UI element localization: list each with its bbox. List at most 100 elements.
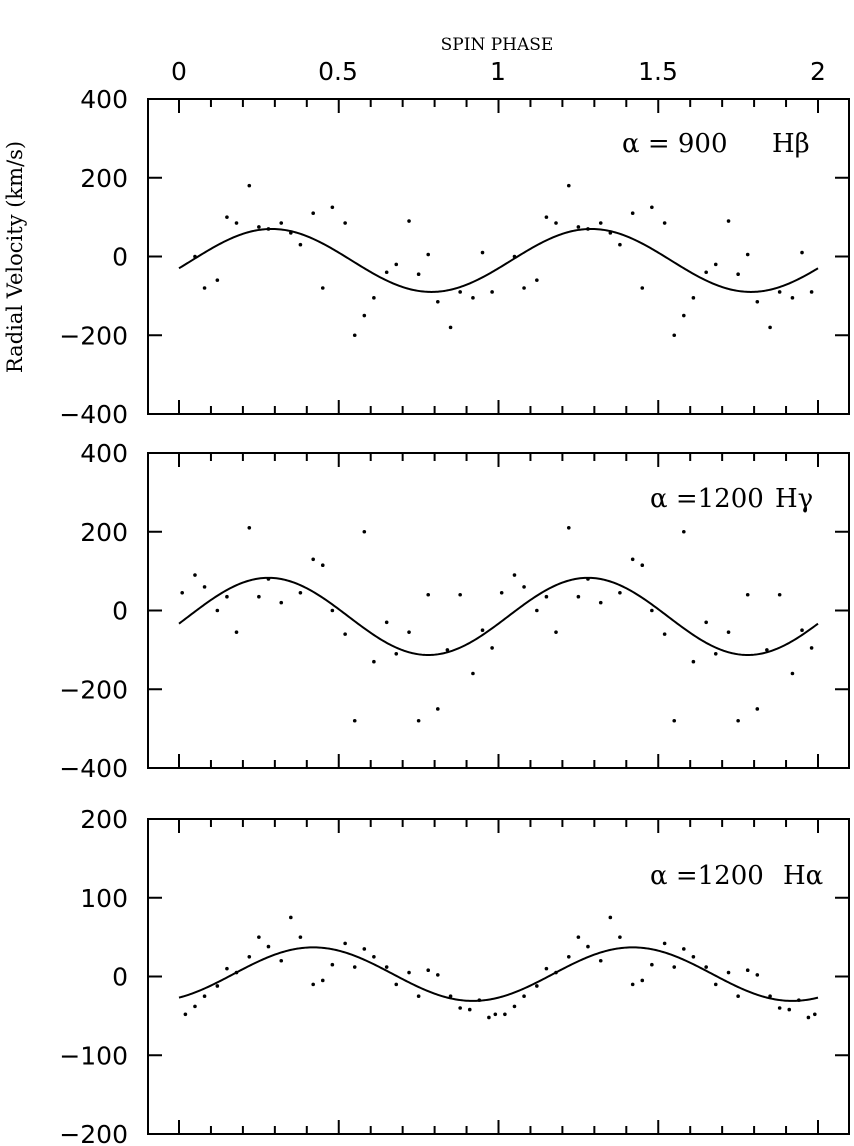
data-point	[650, 608, 654, 613]
line-annotation: Hβ	[772, 129, 810, 159]
data-points	[180, 526, 814, 723]
data-point	[672, 333, 677, 338]
data-point	[480, 250, 485, 255]
y-axis-label: Radial Velocity (km/s)	[3, 141, 27, 373]
data-point	[493, 1012, 498, 1017]
data-point	[535, 984, 539, 988]
data-point	[691, 659, 696, 664]
data-point	[311, 211, 315, 215]
data-point	[813, 1012, 817, 1017]
data-point	[234, 630, 239, 634]
axis-ticks	[148, 452, 849, 769]
data-point	[384, 620, 389, 625]
data-point	[343, 221, 347, 225]
y-tick-label: 0	[112, 597, 128, 626]
panel-hbeta: 400 200 0 −200 −400 α = 900 Hβ	[59, 85, 850, 429]
data-point	[797, 998, 801, 1002]
data-point	[193, 573, 197, 577]
data-point	[618, 935, 622, 939]
data-point	[330, 962, 335, 967]
data-point	[726, 219, 731, 223]
data-point	[384, 965, 389, 969]
data-point	[320, 286, 325, 290]
data-point	[586, 227, 590, 231]
data-point	[618, 590, 622, 595]
data-point	[298, 590, 303, 595]
data-point	[554, 221, 558, 225]
data-point	[650, 205, 654, 210]
data-point	[713, 262, 718, 267]
data-point	[426, 968, 431, 972]
data-point	[586, 577, 590, 581]
data-point	[257, 594, 261, 599]
data-point	[183, 1012, 188, 1017]
data-point	[630, 557, 635, 562]
y-tick-labels: 200 100 0 −100 −200	[59, 805, 128, 1146]
data-point	[691, 955, 696, 959]
data-point	[298, 242, 303, 247]
data-point	[522, 585, 526, 589]
data-point	[682, 947, 686, 951]
sine-fit-curve	[178, 576, 819, 656]
data-point	[566, 183, 571, 188]
top-x-tick-label: 1	[490, 57, 506, 86]
data-point	[471, 296, 475, 300]
data-point	[311, 557, 315, 562]
data-point	[745, 968, 750, 972]
data-point	[544, 966, 549, 971]
axis-ticks	[148, 818, 849, 1135]
data-point	[202, 585, 207, 589]
data-point	[311, 982, 315, 987]
data-point	[713, 652, 718, 656]
data-point	[487, 1015, 491, 1020]
data-point	[566, 955, 571, 959]
data-point	[736, 994, 740, 998]
data-point	[416, 272, 421, 277]
data-point	[662, 941, 667, 946]
data-point	[448, 325, 453, 330]
y-tick-label: −200	[59, 1120, 128, 1146]
data-point	[436, 973, 440, 977]
data-point	[426, 252, 431, 257]
data-point	[630, 211, 635, 215]
data-point	[522, 994, 526, 998]
data-point	[234, 970, 239, 975]
data-point	[394, 652, 399, 656]
top-x-tick-label: 2	[810, 57, 826, 86]
data-point	[608, 231, 613, 235]
plot-frame	[147, 98, 850, 415]
data-point	[554, 970, 558, 975]
data-point	[630, 982, 635, 987]
data-point	[480, 628, 485, 632]
data-point	[352, 333, 357, 338]
y-tick-label: −200	[59, 675, 128, 704]
data-point	[352, 718, 357, 723]
data-point	[544, 594, 549, 599]
data-point	[247, 526, 252, 530]
data-point	[736, 718, 740, 723]
data-point	[755, 299, 760, 304]
data-point	[257, 225, 261, 229]
y-tick-label: −400	[59, 754, 128, 783]
data-point	[608, 915, 613, 920]
top-x-tick-label: 1.5	[638, 57, 678, 86]
data-point	[372, 955, 376, 959]
data-point	[266, 227, 271, 231]
data-point	[215, 984, 220, 988]
data-point	[362, 313, 367, 318]
line-annotation: Hγ	[775, 484, 813, 514]
data-point	[535, 608, 539, 613]
data-point	[736, 272, 740, 277]
data-point	[800, 628, 804, 632]
data-point	[247, 955, 252, 959]
data-points	[193, 183, 814, 338]
data-point	[662, 632, 667, 636]
data-point	[544, 215, 549, 219]
data-point	[458, 1006, 462, 1010]
data-point	[448, 994, 453, 998]
data-point	[598, 600, 603, 605]
data-point	[193, 254, 197, 259]
data-point	[407, 630, 411, 634]
data-point	[576, 225, 581, 229]
